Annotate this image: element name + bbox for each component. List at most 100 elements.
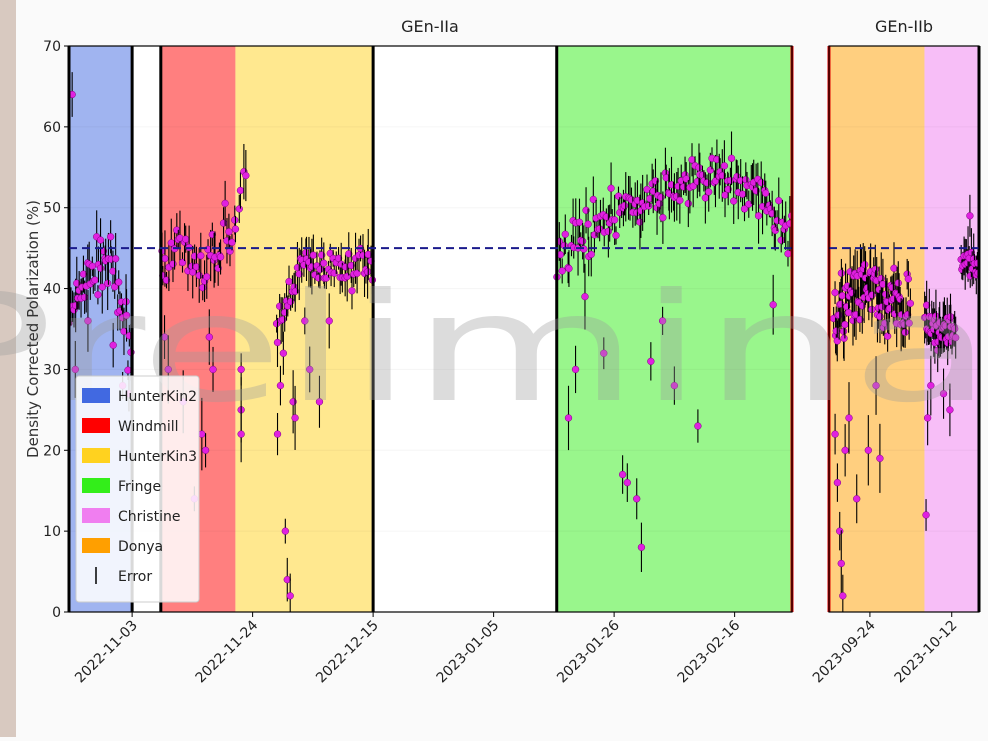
y-tick-label: 60 <box>43 120 61 136</box>
data-point <box>565 264 573 273</box>
cell-period-fringe <box>556 46 792 612</box>
data-point <box>558 267 566 275</box>
data-point <box>122 311 131 320</box>
legend-label-fringe: Fringe <box>118 479 161 495</box>
data-point <box>864 446 872 454</box>
data-point <box>705 188 713 196</box>
data-point <box>604 227 613 236</box>
legend-swatch-fringe <box>82 478 110 493</box>
data-point <box>742 176 750 184</box>
data-point <box>837 269 846 277</box>
data-point <box>701 194 710 202</box>
data-point <box>111 283 119 291</box>
data-point <box>561 230 569 238</box>
data-point <box>611 216 619 224</box>
data-point <box>173 226 181 234</box>
frame-gen-iib <box>828 45 980 613</box>
data-point <box>295 270 303 278</box>
data-point <box>922 511 930 519</box>
data-point <box>883 332 892 340</box>
panel-title-gen-iib: GEn-IIb <box>875 17 933 36</box>
data-point <box>841 446 849 454</box>
data-point <box>769 301 777 309</box>
data-point <box>71 365 79 374</box>
legend-label-windmill: Windmill <box>118 419 179 435</box>
data-point <box>109 267 117 275</box>
data-point <box>120 327 128 335</box>
data-point <box>894 279 902 287</box>
data-point <box>320 259 328 267</box>
data-point <box>620 201 629 210</box>
data-point <box>775 197 783 205</box>
data-point <box>738 190 747 198</box>
data-point <box>951 325 959 333</box>
data-point <box>221 199 229 207</box>
data-point <box>833 478 842 487</box>
frame-gen-iia <box>68 45 793 613</box>
y-axis-gen-iia: 0 10 20 30 40 50 60 70 <box>43 39 69 621</box>
data-point <box>231 225 240 233</box>
data-point <box>614 192 623 200</box>
data-point <box>276 381 285 390</box>
data-point <box>645 202 653 210</box>
data-point <box>901 328 909 336</box>
data-point <box>720 162 729 170</box>
data-point <box>84 317 92 325</box>
data-point <box>162 276 171 284</box>
data-point <box>966 212 974 220</box>
data-point <box>633 495 641 503</box>
data-point <box>730 197 738 205</box>
data-point <box>242 171 250 180</box>
data-point <box>347 261 355 270</box>
data-point <box>658 317 667 325</box>
data-point <box>306 365 314 374</box>
data-point <box>684 199 692 208</box>
data-point <box>939 390 948 398</box>
data-points-gen-iia <box>69 72 792 612</box>
data-point <box>197 252 205 260</box>
data-point <box>219 219 228 227</box>
legend-swatch-christine <box>82 508 110 523</box>
data-point <box>334 254 343 262</box>
data-point <box>861 260 869 269</box>
data-point <box>905 319 913 327</box>
data-point <box>69 90 76 99</box>
data-point <box>301 317 309 325</box>
legend-label-hunterkin2: HunterKin2 <box>118 389 197 405</box>
data-point <box>904 275 912 283</box>
data-point <box>231 216 239 224</box>
data-point <box>236 186 245 195</box>
data-point <box>302 249 310 257</box>
legend-label-hunterkin3: HunterKin3 <box>118 449 197 465</box>
data-point <box>670 381 679 390</box>
data-point <box>192 263 201 271</box>
data-point <box>228 238 236 246</box>
data-point <box>623 478 631 487</box>
data-point <box>73 279 81 287</box>
data-point <box>589 195 597 204</box>
data-point <box>831 430 839 438</box>
data-point <box>839 592 847 600</box>
data-point <box>695 163 703 172</box>
data-point <box>647 357 655 365</box>
data-point <box>757 179 765 187</box>
data-point <box>923 414 932 422</box>
data-point <box>771 226 779 235</box>
data-point <box>205 333 213 341</box>
data-point <box>94 291 102 299</box>
data-point <box>740 205 749 213</box>
data-point <box>109 341 117 349</box>
data-point <box>315 398 324 406</box>
data-point <box>845 414 853 422</box>
data-point <box>856 315 864 324</box>
legend-swatch-hunterkin2 <box>82 388 110 403</box>
data-point <box>325 317 333 325</box>
legend-swatch-windmill <box>82 418 110 433</box>
data-point <box>353 269 361 277</box>
panel-title-gen-iia: GEn-IIa <box>401 17 459 36</box>
data-point <box>840 334 848 342</box>
data-point <box>216 253 225 261</box>
y-tick-label: 50 <box>43 201 61 217</box>
